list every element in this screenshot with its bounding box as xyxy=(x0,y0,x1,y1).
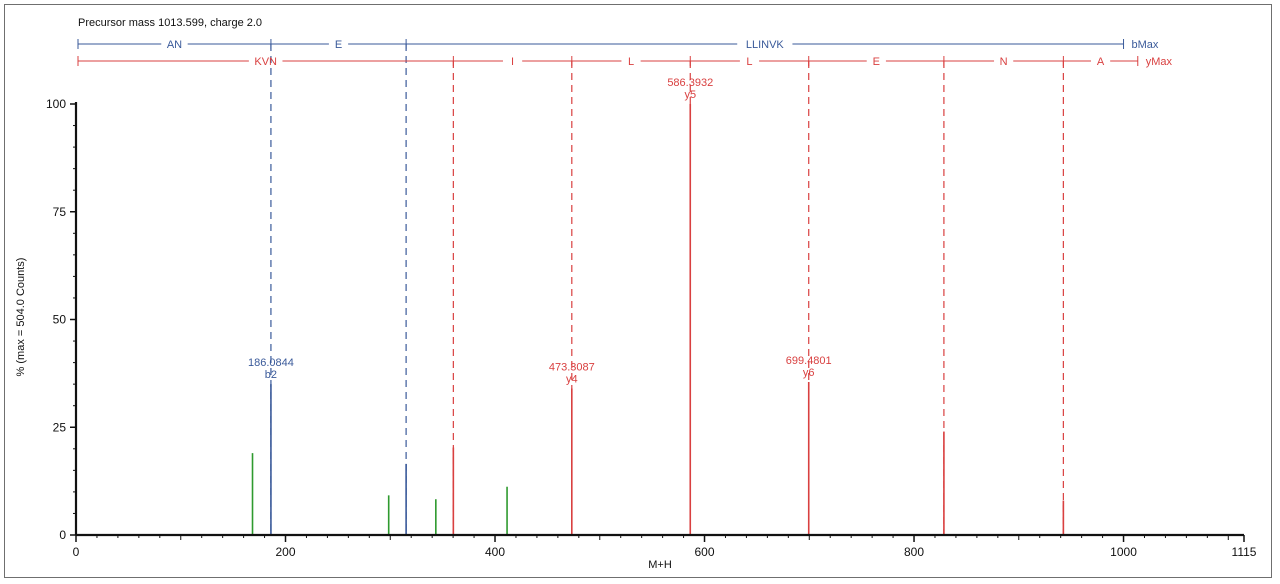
x-tick-label: 800 xyxy=(904,545,924,559)
y-ladder-label: L xyxy=(628,56,634,68)
y-tick-label: 75 xyxy=(53,205,67,219)
chart-title: Precursor mass 1013.599, charge 2.0 xyxy=(78,17,262,29)
y-ladder-label: I xyxy=(511,56,514,68)
peak-ion-label: y4 xyxy=(566,373,578,385)
chart-frame xyxy=(4,4,1272,578)
x-axis-label: M+H xyxy=(648,559,672,571)
y-ladder-end-label: yMax xyxy=(1146,56,1173,68)
x-tick-label: 1115 xyxy=(1232,545,1257,559)
y-ladder-label: L xyxy=(746,56,752,68)
x-tick-label: 1000 xyxy=(1110,545,1137,559)
y-ladder-label: A xyxy=(1097,56,1105,68)
peak-mass-label: 699.4801 xyxy=(786,355,832,367)
peak-ion-label: y6 xyxy=(803,367,815,379)
peak-ion-label: y5 xyxy=(684,89,696,101)
y-tick-label: 25 xyxy=(53,420,67,434)
x-tick-label: 0 xyxy=(73,545,80,559)
peak-mass-label: 586.3932 xyxy=(667,77,713,89)
b-ladder-label: E xyxy=(335,39,342,51)
y-ladder-label: KVN xyxy=(254,56,277,68)
y-tick-label: 100 xyxy=(46,97,66,111)
y-tick-label: 50 xyxy=(53,313,67,327)
peak-ion-label: b2 xyxy=(265,369,277,381)
y-ladder-label: E xyxy=(873,56,880,68)
x-tick-label: 600 xyxy=(695,545,715,559)
x-tick-label: 200 xyxy=(275,545,295,559)
spectrum-peaks xyxy=(251,104,1065,535)
y-axis-label: % (max = 504.0 Counts) xyxy=(15,258,27,377)
x-tick-label: 400 xyxy=(485,545,505,559)
b-ladder-label: LLINVK xyxy=(746,39,785,51)
y-tick-label: 0 xyxy=(59,528,66,542)
y-ladder-label: N xyxy=(1000,56,1008,68)
b-ladder-label: AN xyxy=(167,39,182,51)
b-ladder-end-label: bMax xyxy=(1132,39,1159,51)
peak-mass-label: 473.3087 xyxy=(549,361,595,373)
peak-mass-label: 186.0844 xyxy=(248,357,294,369)
